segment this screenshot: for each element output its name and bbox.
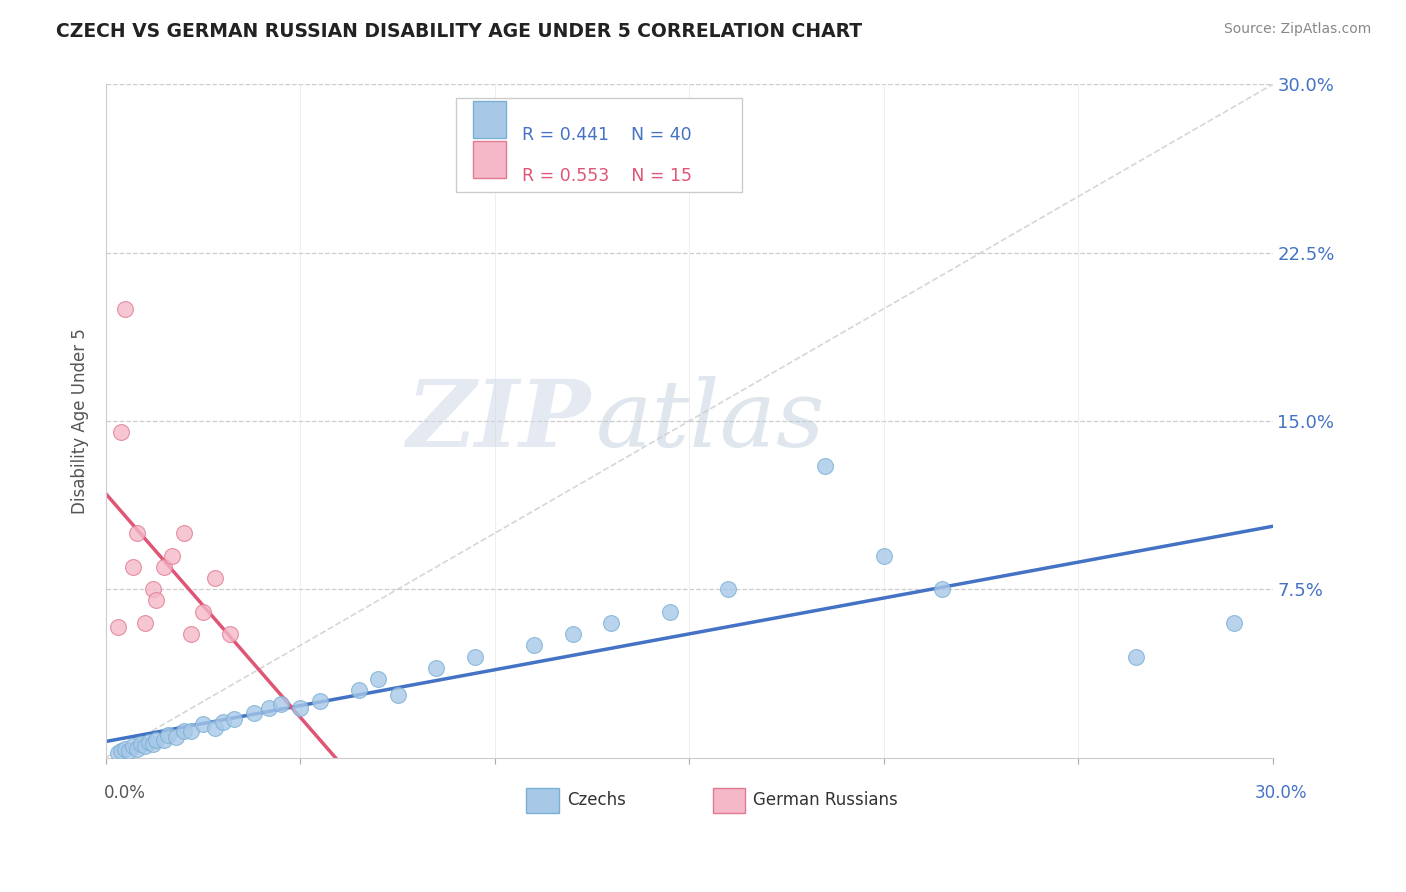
FancyBboxPatch shape	[713, 788, 745, 814]
Text: Source: ZipAtlas.com: Source: ZipAtlas.com	[1223, 22, 1371, 37]
Point	[290, 701, 312, 715]
Point	[717, 582, 740, 597]
Y-axis label: Disability Age Under 5: Disability Age Under 5	[72, 328, 89, 514]
Point	[173, 526, 195, 541]
Point	[211, 714, 233, 729]
Point	[561, 627, 583, 641]
Point	[142, 737, 165, 751]
Text: German Russians: German Russians	[754, 791, 898, 809]
Text: ZIP: ZIP	[406, 376, 591, 466]
Point	[347, 683, 370, 698]
Point	[145, 593, 167, 607]
Point	[107, 620, 129, 634]
Point	[242, 706, 264, 720]
Point	[114, 301, 136, 316]
Point	[125, 741, 148, 756]
FancyBboxPatch shape	[474, 141, 506, 178]
Point	[1125, 649, 1147, 664]
Point	[173, 723, 195, 738]
FancyBboxPatch shape	[474, 101, 506, 138]
Point	[180, 723, 202, 738]
Text: R = 0.553    N = 15: R = 0.553 N = 15	[523, 167, 692, 185]
Point	[270, 697, 292, 711]
Point	[160, 549, 183, 563]
Point	[122, 559, 145, 574]
Point	[110, 425, 132, 440]
FancyBboxPatch shape	[526, 788, 558, 814]
Point	[110, 744, 132, 758]
Point	[191, 605, 214, 619]
Point	[814, 458, 837, 473]
Point	[153, 732, 176, 747]
Point	[1222, 615, 1244, 630]
Point	[523, 639, 546, 653]
Point	[145, 732, 167, 747]
Point	[107, 746, 129, 760]
Text: CZECH VS GERMAN RUSSIAN DISABILITY AGE UNDER 5 CORRELATION CHART: CZECH VS GERMAN RUSSIAN DISABILITY AGE U…	[56, 22, 862, 41]
Point	[129, 737, 152, 751]
Point	[153, 559, 176, 574]
Point	[464, 649, 486, 664]
Point	[191, 717, 214, 731]
Point	[125, 526, 148, 541]
Point	[872, 549, 894, 563]
FancyBboxPatch shape	[456, 98, 742, 192]
Point	[204, 571, 226, 585]
Point	[219, 627, 242, 641]
Point	[425, 661, 447, 675]
Point	[308, 694, 330, 708]
Text: atlas: atlas	[596, 376, 825, 466]
Point	[257, 701, 280, 715]
Point	[224, 713, 246, 727]
Point	[180, 627, 202, 641]
Point	[658, 605, 681, 619]
Text: 0.0%: 0.0%	[104, 784, 145, 803]
Point	[157, 728, 180, 742]
Point	[204, 722, 226, 736]
Point	[114, 741, 136, 756]
Point	[122, 739, 145, 754]
Point	[142, 582, 165, 597]
Point	[165, 731, 187, 745]
Point	[931, 582, 953, 597]
Point	[367, 672, 389, 686]
Text: Czechs: Czechs	[567, 791, 626, 809]
Point	[387, 688, 409, 702]
Point	[134, 615, 156, 630]
Text: R = 0.441    N = 40: R = 0.441 N = 40	[523, 126, 692, 144]
Text: 30.0%: 30.0%	[1256, 784, 1308, 803]
Point	[134, 739, 156, 754]
Point	[600, 615, 623, 630]
Point	[118, 744, 141, 758]
Point	[138, 735, 160, 749]
